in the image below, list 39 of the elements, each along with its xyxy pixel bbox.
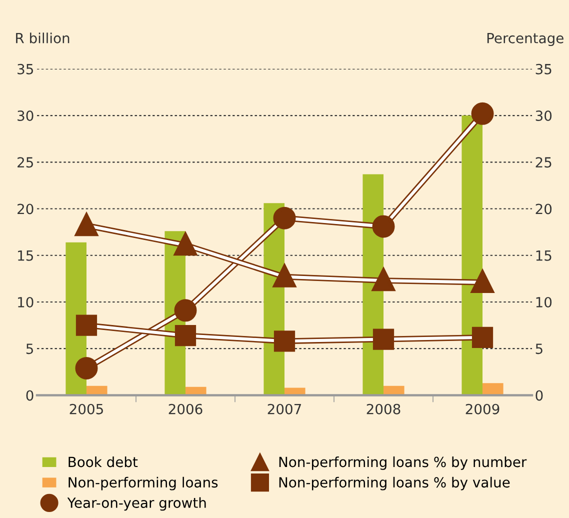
y-tick-label: 15 [18, 250, 33, 261]
y2-tick-label: 30 [536, 110, 552, 121]
y-tick-label: 30 [18, 110, 34, 121]
point [174, 325, 196, 346]
y-tick-label: 35 [18, 64, 33, 74]
y2-tick-label: 10 [536, 296, 552, 308]
y-tick-label: 10 [18, 296, 34, 308]
legend-label: Year-on-year growth [67, 497, 206, 511]
y2-tick-label: 25 [536, 157, 552, 168]
point [472, 326, 494, 348]
legend-label: Non-performing loans % by number [279, 456, 527, 470]
x-tick-label: 2009 [466, 404, 500, 414]
x-tick-label: 2005 [70, 404, 103, 414]
point [273, 206, 296, 230]
y-tick-label: 5 [26, 344, 33, 354]
legend-label: Book debt [68, 456, 138, 468]
y2-tick-label: 35 [536, 64, 552, 74]
y2-tick-label: 15 [536, 250, 552, 261]
y2-tick-label: 20 [536, 204, 552, 214]
bar [482, 383, 504, 396]
y2-axis-title: Percentage [487, 33, 564, 46]
y-tick-label: 25 [18, 157, 33, 168]
point [76, 314, 98, 336]
point [372, 328, 394, 350]
legend-label: Non-performing loans % by value [279, 476, 510, 490]
point [174, 299, 197, 322]
point [274, 330, 296, 352]
y2-tick-label: 0 [536, 390, 543, 401]
point [372, 215, 395, 238]
y-tick-label: 0 [26, 390, 34, 401]
x-tick-label: 2008 [366, 404, 400, 414]
y-tick-label: 20 [18, 204, 34, 214]
x-tick-label: 2007 [268, 404, 301, 414]
point [471, 102, 494, 125]
point [75, 356, 98, 380]
x-tick-label: 2006 [168, 404, 202, 414]
y2-tick-label: 5 [536, 344, 542, 354]
legend-label: Non-performing loans [68, 476, 218, 490]
y-axis-title: R billion [16, 32, 70, 44]
